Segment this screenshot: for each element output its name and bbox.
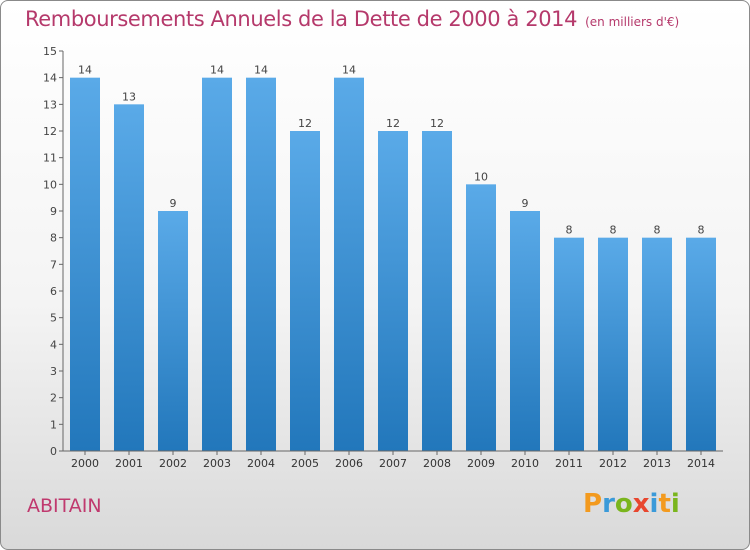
x-tick-label: 2014 xyxy=(687,457,715,470)
bar-2004 xyxy=(246,77,276,452)
y-tick-label: 2 xyxy=(50,392,57,405)
x-tick-label: 2010 xyxy=(511,457,539,470)
y-tick-label: 5 xyxy=(50,312,57,325)
bar-2012 xyxy=(598,237,628,451)
bar-value-label: 14 xyxy=(254,64,268,77)
bar-value-label: 13 xyxy=(122,90,136,103)
bar-2008 xyxy=(422,131,452,451)
x-tick-label: 2005 xyxy=(291,457,319,470)
x-tick-label: 2013 xyxy=(643,457,671,470)
bar-value-label: 8 xyxy=(610,224,617,237)
bar-value-label: 8 xyxy=(566,224,573,237)
bar-value-label: 14 xyxy=(210,64,224,77)
x-tick-label: 2001 xyxy=(115,457,143,470)
bar-2000 xyxy=(70,77,100,452)
bar-2003 xyxy=(202,77,232,452)
x-tick-label: 2007 xyxy=(379,457,407,470)
y-tick-label: 11 xyxy=(43,152,57,165)
bar-value-label: 14 xyxy=(78,64,92,77)
x-tick-label: 2000 xyxy=(71,457,99,470)
bar-2010 xyxy=(510,211,540,451)
chart-title: Remboursements Annuels de la Dette de 20… xyxy=(25,7,679,31)
bar-2005 xyxy=(290,131,320,451)
bar-2001 xyxy=(114,104,144,451)
y-tick-label: 9 xyxy=(50,205,57,218)
commune-name: ABITAIN xyxy=(27,495,102,517)
bar-value-label: 8 xyxy=(698,224,705,237)
bar-2013 xyxy=(642,237,672,451)
y-tick-label: 6 xyxy=(50,285,57,298)
y-tick-label: 7 xyxy=(50,258,57,271)
bar-value-label: 9 xyxy=(522,197,529,210)
y-tick-label: 3 xyxy=(50,365,57,378)
y-tick-label: 1 xyxy=(50,418,57,431)
bar-value-label: 10 xyxy=(474,170,488,183)
proxiti-logo: Proxiti xyxy=(583,489,680,519)
x-tick-label: 2011 xyxy=(555,457,583,470)
bar-2009 xyxy=(466,184,496,452)
bar-value-label: 12 xyxy=(386,117,400,130)
y-tick-label: 13 xyxy=(43,98,57,111)
y-tick-label: 15 xyxy=(43,45,57,58)
chart-unit: (en milliers d'€) xyxy=(585,15,680,29)
x-tick-label: 2003 xyxy=(203,457,231,470)
bar-2007 xyxy=(378,131,408,451)
bar-2014 xyxy=(686,237,716,451)
bar-value-label: 12 xyxy=(298,117,312,130)
x-tick-label: 2012 xyxy=(599,457,627,470)
bar-value-label: 9 xyxy=(170,197,177,210)
x-tick-label: 2004 xyxy=(247,457,275,470)
x-tick-label: 2009 xyxy=(467,457,495,470)
bar-value-label: 8 xyxy=(654,224,661,237)
y-tick-label: 12 xyxy=(43,125,57,138)
y-tick-label: 14 xyxy=(43,72,57,85)
y-tick-label: 8 xyxy=(50,232,57,245)
chart-title-text: Remboursements Annuels de la Dette de 20… xyxy=(25,7,578,31)
x-tick-label: 2008 xyxy=(423,457,451,470)
y-tick-label: 10 xyxy=(43,178,57,191)
x-tick-label: 2002 xyxy=(159,457,187,470)
bar-2006 xyxy=(334,77,364,452)
x-tick-label: 2006 xyxy=(335,457,363,470)
bar-2011 xyxy=(554,237,584,451)
y-tick-label: 0 xyxy=(50,445,57,458)
bar-value-label: 14 xyxy=(342,64,356,77)
bar-value-label: 12 xyxy=(430,117,444,130)
y-tick-label: 4 xyxy=(50,338,57,351)
bar-2002 xyxy=(158,211,188,451)
